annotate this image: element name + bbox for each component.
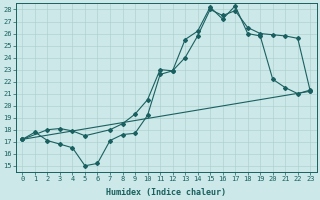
X-axis label: Humidex (Indice chaleur): Humidex (Indice chaleur) xyxy=(106,188,226,197)
